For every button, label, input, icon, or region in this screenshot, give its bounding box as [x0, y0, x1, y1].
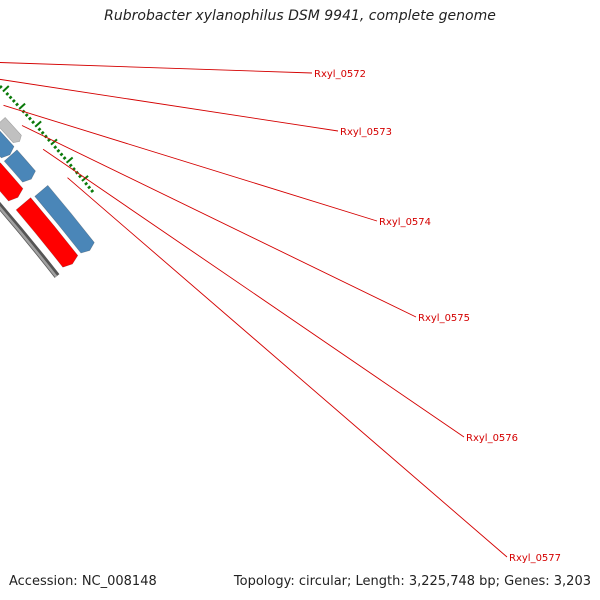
- gene-arrow-red: [0, 162, 24, 202]
- genome-summary-text: Topology: circular; Length: 3,225,748 bp…: [233, 574, 591, 589]
- outer-minor-tick: [11, 99, 16, 103]
- outer-minor-tick: [15, 102, 19, 107]
- gene-feature-layer: [0, 116, 95, 268]
- gene-arrow-gray: [0, 116, 22, 143]
- gene-label: Rxyl_0572: [314, 69, 366, 80]
- gene-leader-line: [67, 177, 508, 558]
- gene-leader-line: [42, 148, 465, 438]
- gene-label-layer: Rxyl_0572 Rxyl_0573 Rxyl_0574 Rxyl_0575 Rxyl…: [0, 62, 561, 564]
- outer-minor-tick: [27, 116, 32, 121]
- gene-leader-line: [21, 125, 417, 318]
- gene-label: Rxyl_0577: [509, 553, 561, 564]
- outer-major-tick: [2, 85, 10, 93]
- outer-minor-tick: [40, 130, 45, 135]
- gene-arrow-blue: [34, 184, 95, 254]
- outer-minor-tick: [8, 95, 13, 100]
- gene-leader-line: [0, 62, 313, 74]
- gene-label: Rxyl_0574: [379, 217, 431, 228]
- outer-major-tick: [18, 102, 26, 110]
- gene-leader-line: [3, 104, 378, 222]
- outer-minor-tick: [24, 113, 29, 117]
- outer-major-tick: [34, 120, 42, 128]
- gene-label: Rxyl_0576: [466, 433, 518, 444]
- accession-text: Accession: NC_008148: [9, 574, 157, 589]
- outer-minor-tick: [56, 148, 61, 153]
- gene-label: Rxyl_0573: [340, 127, 392, 138]
- outer-minor-tick: [68, 163, 73, 168]
- gene-arrow-blue: [0, 130, 15, 159]
- outer-minor-tick: [0, 85, 3, 89]
- backbone-highlight: [0, 206, 58, 278]
- outer-major-tick: [50, 138, 58, 146]
- genome-backbone: [0, 201, 60, 278]
- gene-leader-line: [0, 78, 339, 132]
- outer-minor-tick: [37, 127, 42, 132]
- gene-label: Rxyl_0575: [418, 313, 470, 324]
- outer-minor-tick: [53, 145, 58, 150]
- gene-arrow-red: [15, 197, 79, 268]
- outer-minor-tick: [90, 189, 95, 193]
- outer-minor-tick: [31, 120, 36, 125]
- genome-title: Rubrobacter xylanophilus DSM 9941, compl…: [104, 8, 496, 24]
- outer-minor-tick: [78, 174, 82, 179]
- outer-minor-tick: [84, 181, 89, 186]
- outer-minor-tick: [59, 152, 64, 157]
- outer-major-tick: [65, 156, 74, 164]
- outer-minor-tick: [5, 92, 10, 96]
- gene-arrow-blue: [3, 149, 36, 183]
- outer-minor-tick: [62, 156, 67, 161]
- outer-minor-tick: [87, 185, 92, 190]
